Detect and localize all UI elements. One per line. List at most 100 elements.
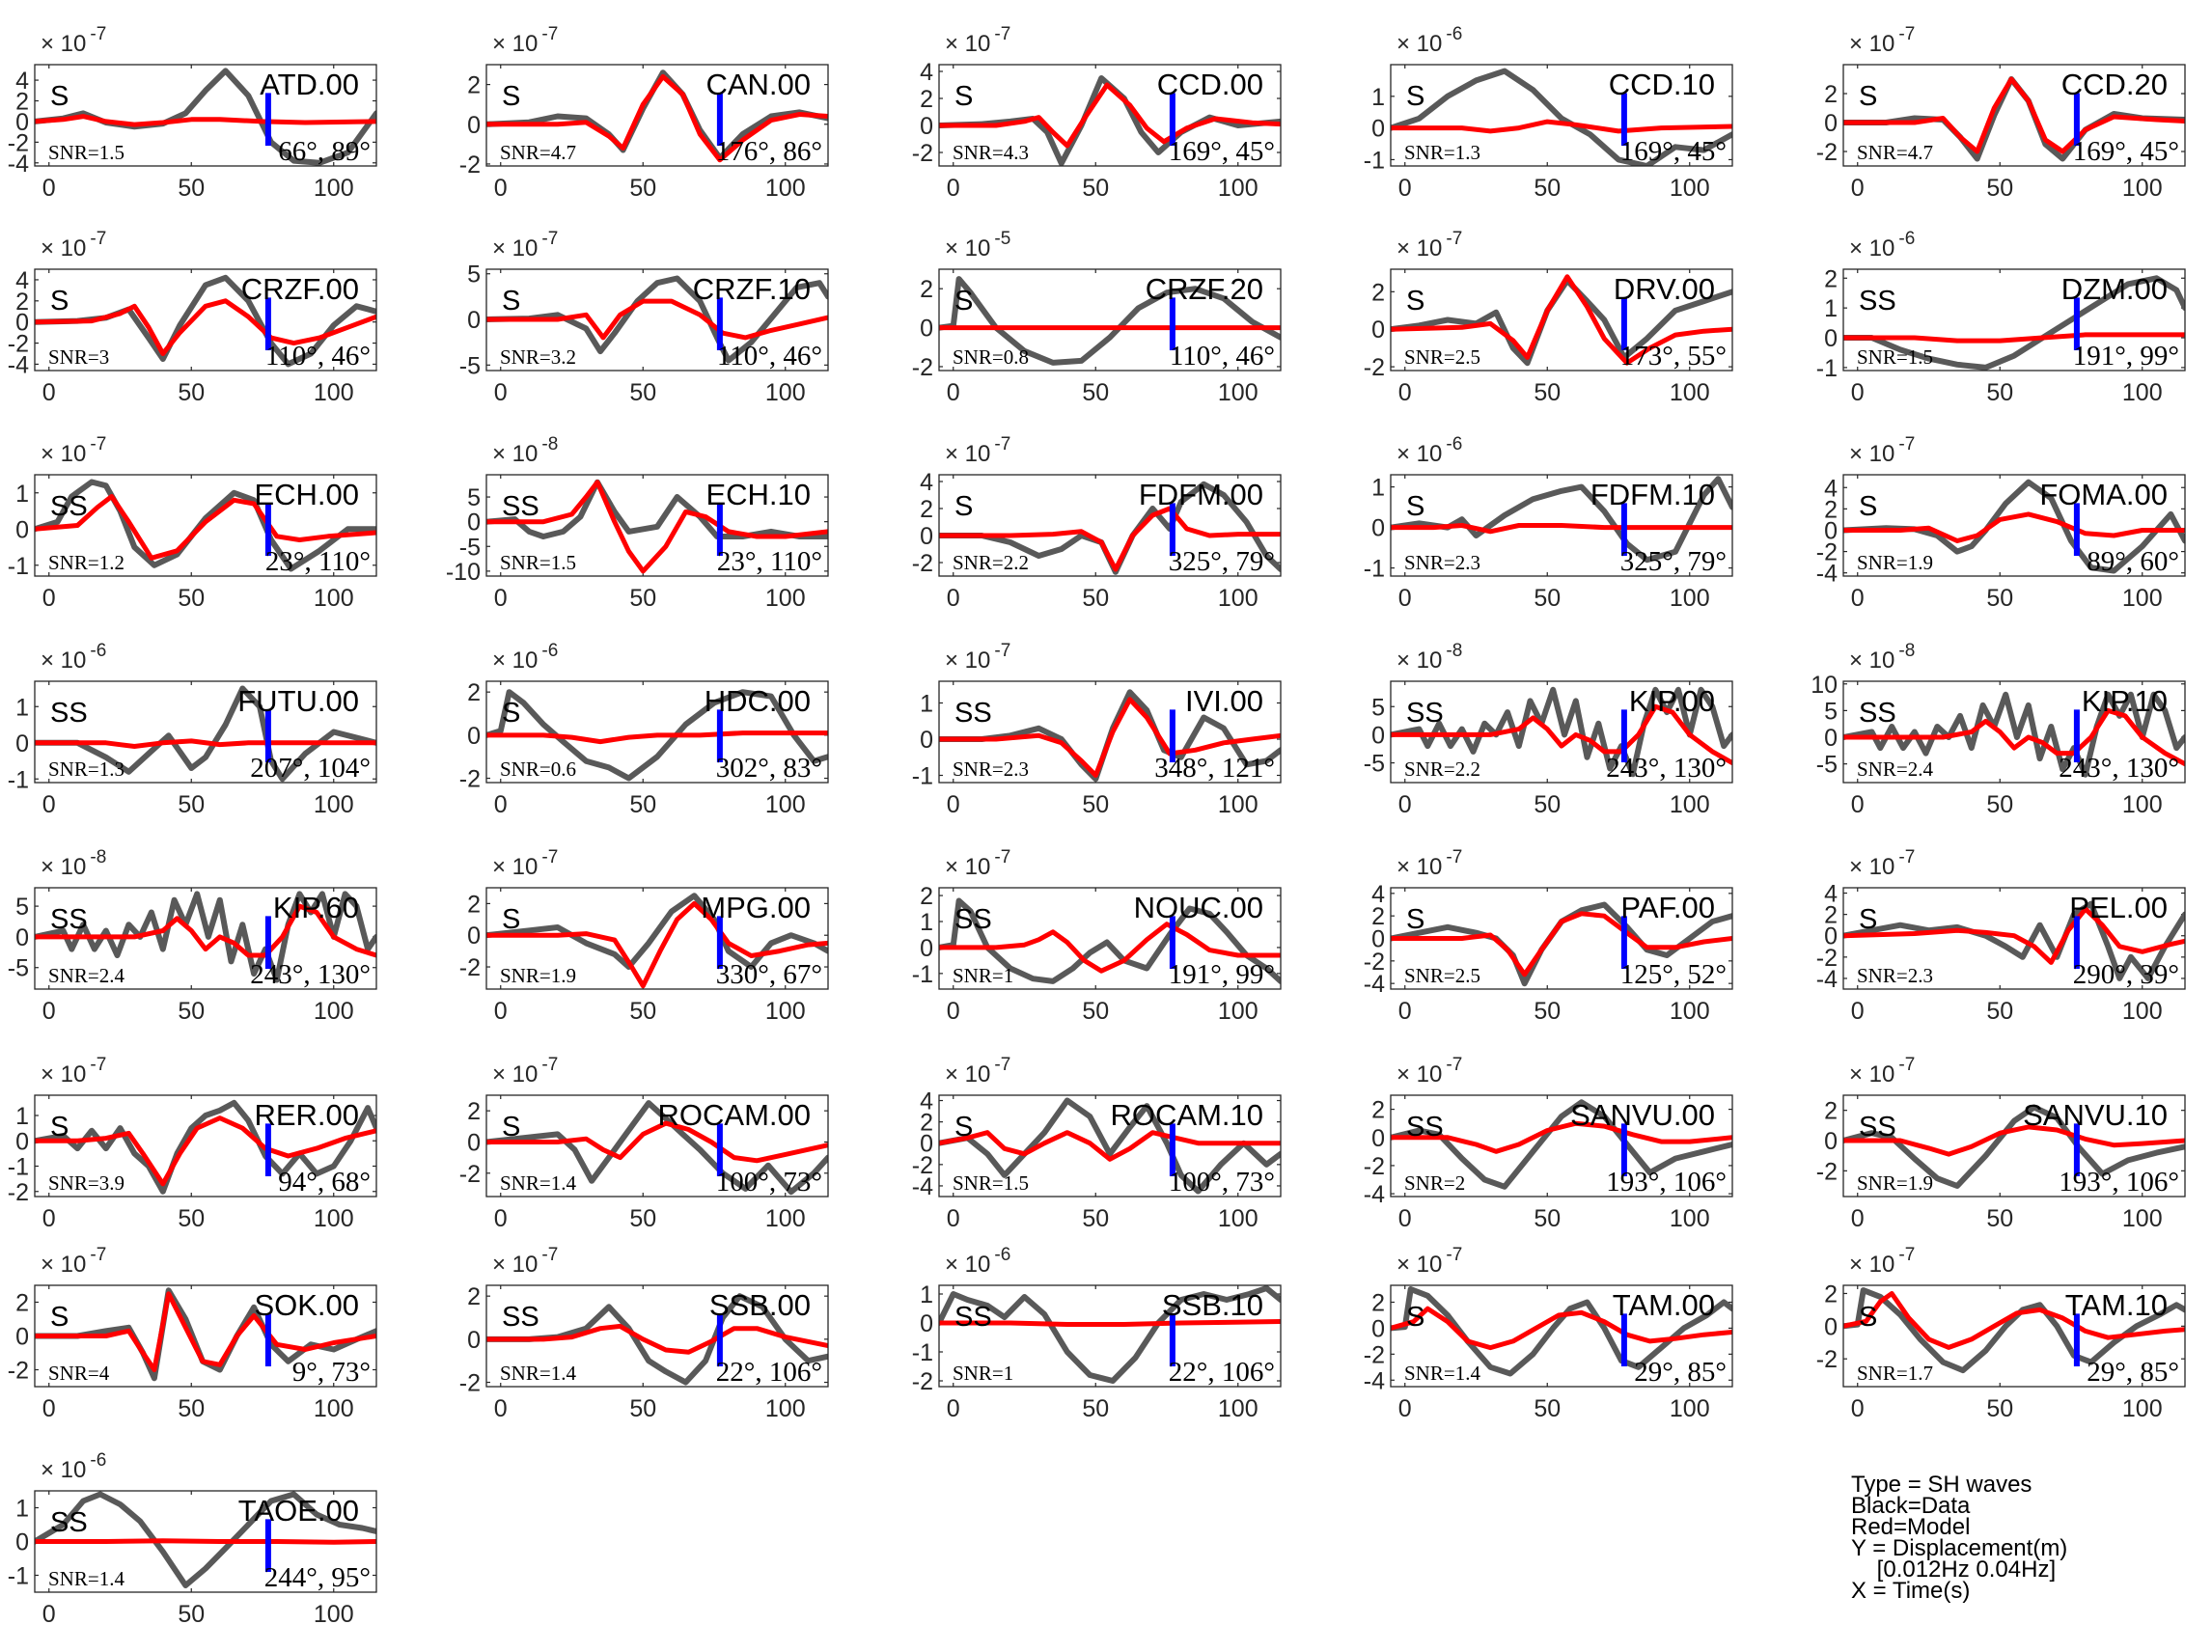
azimuth-distance-label: 110°, 46°: [265, 341, 371, 372]
phase-label: S: [502, 1112, 520, 1143]
azimuth-distance-label: 110°, 46°: [1170, 341, 1275, 372]
model-trace: [486, 298, 828, 341]
x-tick-label: 50: [1986, 998, 2013, 1025]
waveform-panel: 0 50 100 -1 0 1 × 10 -6 FUTU.00 SS SNR=1.3 207°, 10…: [8, 641, 377, 818]
model-trace: [35, 1538, 376, 1545]
station-label: ECH.10: [705, 478, 811, 511]
y-tick-label: -2: [1816, 1346, 1838, 1373]
model-trace: [1843, 707, 2185, 767]
x-tick-label: 0: [494, 585, 508, 612]
axes-box: [34, 1490, 377, 1593]
azimuth-distance-label: 169°, 45°: [1620, 136, 1727, 167]
data-trace: [35, 891, 376, 983]
station-label: IVI.00: [1185, 684, 1263, 718]
snr-label: SNR=2.3: [1857, 964, 1933, 987]
station-label: FDFM.10: [1590, 478, 1715, 511]
snr-label: SNR=1.9: [500, 964, 576, 987]
phase-label: SS: [502, 491, 539, 522]
x-tick-label: 100: [1218, 379, 1258, 406]
station-label: SOK.00: [254, 1288, 359, 1322]
data-trace: [1391, 1099, 1732, 1190]
axes-box: [34, 1284, 377, 1388]
data-trace: [939, 1097, 1281, 1195]
x-tick-label: 100: [1670, 791, 1710, 818]
model-trace: [1391, 703, 1732, 766]
data-trace: [486, 275, 828, 364]
y-tick-label: 5: [467, 484, 481, 511]
azimuth-distance-label: 193°, 106°: [1606, 1167, 1727, 1198]
y-tick-label: -2: [8, 129, 29, 156]
x-tick-label: 100: [765, 1205, 806, 1232]
snr-label: SNR=2.2: [953, 551, 1029, 574]
azimuth-distance-label: 9°, 73°: [292, 1357, 371, 1388]
y-exponent-label: × 10 -7: [1396, 229, 1462, 262]
x-tick-label: 50: [1082, 998, 1109, 1025]
y-tick-label: -2: [912, 140, 933, 167]
y-tick-label: 5: [467, 262, 481, 289]
model-trace: [486, 1120, 828, 1164]
station-label: DZM.00: [2061, 272, 2168, 306]
azimuth-distance-label: 23°, 110°: [717, 546, 822, 577]
x-tick-label: 0: [1398, 1395, 1412, 1422]
x-tick-label: 0: [494, 791, 508, 818]
y-tick-label: -1: [912, 763, 933, 790]
x-tick-label: 50: [178, 175, 205, 202]
snr-label: SNR=1.3: [1404, 141, 1480, 164]
station-label: CRZF.20: [1146, 272, 1263, 306]
x-tick-label: 0: [1398, 585, 1412, 612]
y-exponent-label: × 10 -6: [41, 641, 106, 674]
data-trace: [1843, 691, 2185, 778]
snr-label: SNR=3: [48, 345, 109, 369]
azimuth-distance-label: 243°, 130°: [1606, 753, 1727, 784]
axes-box: [938, 474, 1282, 577]
x-tick-label: 100: [1218, 175, 1258, 202]
y-tick-label: -2: [8, 1358, 29, 1385]
y-tick-label: 1: [1824, 295, 1838, 322]
y-tick-label: -1: [8, 1154, 29, 1181]
y-tick-label: -2: [1364, 1153, 1385, 1180]
x-tick-label: 0: [42, 379, 56, 406]
y-exponent-label: × 10 -6: [41, 1450, 106, 1483]
waveform-panel: 0 50 100 -1 0 1 2 × 10 -6 DZM.00 SS SNR=1.5 191°, 99…: [1816, 229, 2186, 406]
y-exponent-label: × 10 -8: [1396, 641, 1462, 674]
snr-label: SNR=3.2: [500, 345, 576, 369]
x-tick-label: 100: [314, 791, 354, 818]
snr-label: SNR=1.2: [48, 551, 124, 574]
x-tick-label: 100: [765, 379, 806, 406]
azimuth-distance-label: 22°, 106°: [716, 1357, 822, 1388]
station-label: CCD.10: [1609, 68, 1715, 101]
y-tick-label: -4: [912, 1173, 933, 1200]
waveform-panel: 0 50 100 -1 0 1 × 10 -7 ECH.00 SS SNR=1.2 23°, 110°: [8, 434, 377, 612]
y-tick-label: -2: [912, 1152, 933, 1179]
waveform-panel: 0 50 100 -2 0 2 × 10 -7 SANVU.10 SS SNR=1.9 193°, 1…: [1816, 1055, 2186, 1232]
model-trace: [1843, 906, 2185, 965]
y-tick-label: 0: [1371, 1125, 1385, 1152]
y-tick-label: -2: [1364, 354, 1385, 381]
model-trace: [1391, 523, 1732, 535]
phase-label: SS: [50, 698, 88, 729]
y-tick-label: 0: [1824, 1128, 1838, 1155]
y-tick-label: -2: [1816, 945, 1838, 972]
x-tick-label: 0: [494, 998, 508, 1025]
y-tick-label: 1: [920, 1281, 933, 1308]
y-exponent-label: × 10 -7: [1849, 434, 1915, 467]
y-tick-label: 0: [467, 1129, 481, 1156]
y-exponent-label: × 10 -7: [945, 847, 1010, 880]
y-tick-label: 4: [920, 59, 933, 86]
phase-label: S: [1859, 81, 1877, 112]
phase-label: S: [954, 81, 973, 112]
snr-label: SNR=2.4: [48, 964, 124, 987]
snr-label: SNR=4: [48, 1362, 110, 1385]
x-tick-label: 0: [1851, 585, 1865, 612]
y-tick-label: 0: [15, 924, 29, 951]
data-trace: [1843, 1104, 2185, 1189]
station-label: FOMA.00: [2039, 478, 2168, 511]
snr-label: SNR=2.5: [1404, 964, 1480, 987]
x-tick-label: 50: [629, 1205, 656, 1232]
y-tick-label: -2: [1816, 1158, 1838, 1185]
y-exponent-label: × 10 -7: [492, 847, 558, 880]
